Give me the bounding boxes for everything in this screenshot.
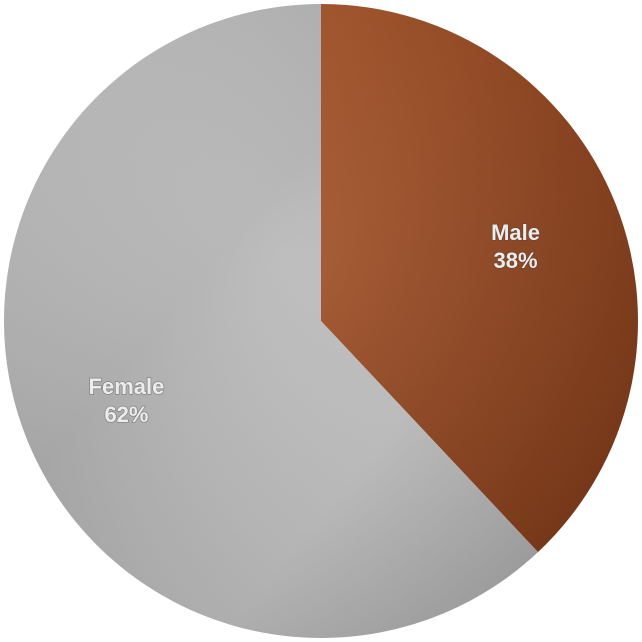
pie-label-male: Male 38%	[491, 220, 540, 273]
slice-value-label: 38%	[494, 248, 538, 273]
pie-slices	[4, 4, 638, 638]
slice-name-label: Male	[491, 220, 540, 245]
pie-label-female: Female 62%	[89, 374, 165, 427]
slice-value-label: 62%	[104, 402, 148, 427]
pie-labels: Male 38% Female 62%	[88, 219, 541, 428]
slice-name-label: Female	[89, 374, 165, 399]
